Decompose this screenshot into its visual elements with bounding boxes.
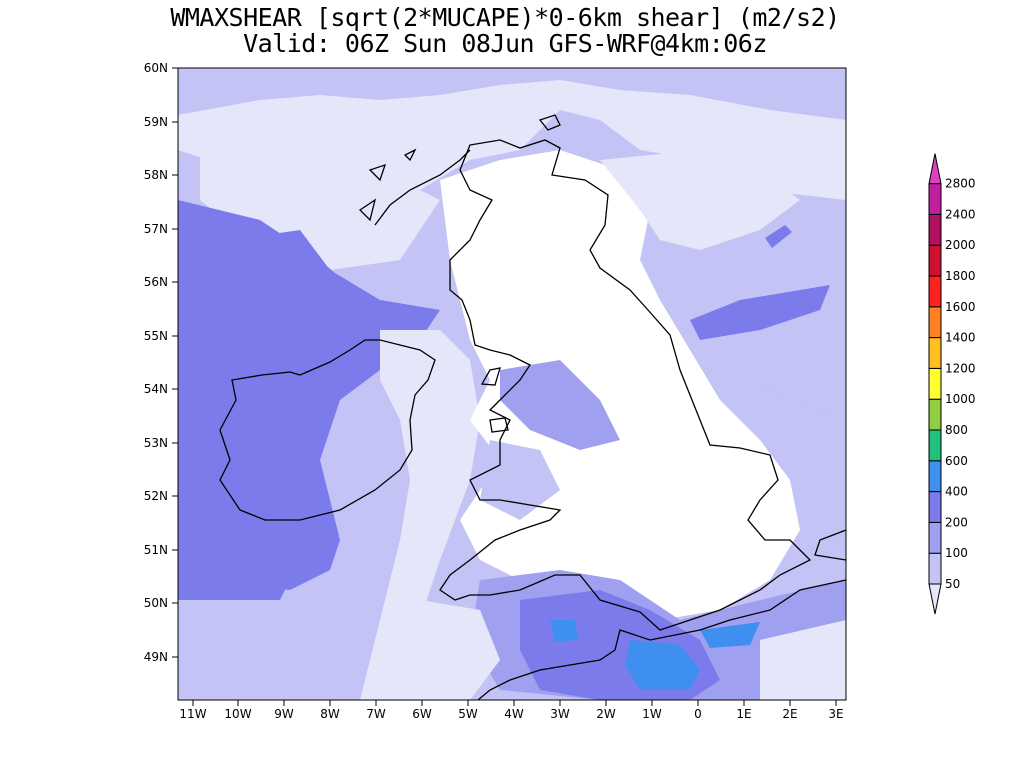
lat-label: 50N bbox=[144, 596, 168, 610]
scottish-islands bbox=[374, 149, 471, 226]
lon-label: 1E bbox=[736, 707, 751, 721]
colorbar-segment bbox=[928, 552, 942, 585]
colorbar-segment bbox=[928, 367, 942, 400]
shear-field bbox=[178, 68, 846, 700]
coastlines bbox=[219, 114, 846, 700]
field-irish-sea bbox=[360, 330, 480, 700]
lat-label: 59N bbox=[144, 115, 168, 129]
lon-label: 7W bbox=[366, 707, 386, 721]
colorbar-label: 1400 bbox=[945, 331, 976, 345]
lon-label: 3E bbox=[828, 707, 843, 721]
lat-label: 53N bbox=[144, 436, 168, 450]
lon-label: 8W bbox=[320, 707, 340, 721]
colorbar-label: 400 bbox=[945, 485, 968, 499]
colorbar-label: 2400 bbox=[945, 207, 976, 221]
field-southwest-light bbox=[400, 600, 500, 700]
colorbar-label: 1600 bbox=[945, 300, 976, 314]
ireland-coast bbox=[219, 339, 436, 521]
map-title: WMAXSHEAR [sqrt(2*MUCAPE)*0-6km shear] (… bbox=[170, 3, 840, 32]
britain-coast bbox=[439, 139, 812, 631]
field-northsea-light bbox=[600, 150, 800, 250]
field-southeast-light bbox=[760, 620, 846, 700]
lon-label: 6W bbox=[412, 707, 432, 721]
colorbar-label: 200 bbox=[945, 515, 968, 529]
lat-label: 57N bbox=[144, 222, 168, 236]
colorbar-label: 800 bbox=[945, 423, 968, 437]
lon-label: 0 bbox=[694, 707, 702, 721]
field-north-mid bbox=[178, 68, 846, 120]
latitude-axis: 60N 59N 58N 57N 56N 55N 54N 53N 52N 51N … bbox=[144, 61, 178, 664]
colorbar-label: 1800 bbox=[945, 269, 976, 283]
orkney bbox=[538, 114, 561, 131]
colorbar-label: 1200 bbox=[945, 361, 976, 375]
colorbar-segment bbox=[928, 275, 942, 308]
lat-label: 49N bbox=[144, 650, 168, 664]
colorbar-segment bbox=[928, 398, 942, 431]
lon-label: 2W bbox=[596, 707, 616, 721]
field-channel-max3 bbox=[550, 620, 578, 642]
colorbar-segment bbox=[928, 429, 942, 462]
lon-label: 11W bbox=[179, 707, 206, 721]
colorbar-segment bbox=[928, 460, 942, 493]
lat-label: 56N bbox=[144, 275, 168, 289]
lon-label: 4W bbox=[504, 707, 524, 721]
colorbar-label: 1000 bbox=[945, 392, 976, 406]
field-midlands bbox=[500, 360, 620, 450]
colorbar-label: 50 bbox=[945, 577, 960, 591]
lon-label: 5W bbox=[458, 707, 478, 721]
colorbar-segment bbox=[928, 491, 942, 523]
lon-label: 2E bbox=[782, 707, 797, 721]
lon-label: 3W bbox=[550, 707, 570, 721]
lat-label: 58N bbox=[144, 168, 168, 182]
lat-label: 51N bbox=[144, 543, 168, 557]
lat-label: 54N bbox=[144, 382, 168, 396]
lon-label: 10W bbox=[224, 707, 251, 721]
lat-label: 60N bbox=[144, 61, 168, 75]
colorbar-legend: 50 100 200 400 600 800 1000 1200 1400 1600 1800 200… bbox=[928, 153, 976, 615]
colorbar-min-triangle bbox=[928, 583, 942, 615]
colorbar-max-triangle bbox=[928, 153, 942, 185]
isle-of-man bbox=[480, 367, 501, 386]
field-northsea-deep bbox=[690, 285, 830, 340]
colorbar-segment bbox=[928, 337, 942, 369]
map-subtitle: Valid: 06Z Sun 08Jun GFS-WRF@4km:06z bbox=[243, 29, 767, 58]
france-coast bbox=[477, 579, 846, 700]
lon-label: 9W bbox=[274, 707, 294, 721]
lat-label: 52N bbox=[144, 489, 168, 503]
lon-label: 1W bbox=[642, 707, 662, 721]
colorbar-label: 2800 bbox=[945, 177, 976, 191]
lat-label: 55N bbox=[144, 329, 168, 343]
colorbar-segment bbox=[928, 306, 942, 339]
field-channel-max bbox=[625, 640, 700, 690]
colorbar-segment bbox=[928, 213, 942, 246]
longitude-axis: 11W 10W 9W 8W 7W 6W 5W 4W 3W 2W 1W 0 1E … bbox=[179, 700, 844, 721]
colorbar-label: 600 bbox=[945, 454, 968, 468]
map-frame bbox=[177, 67, 847, 701]
france-north-coast bbox=[814, 529, 846, 561]
field-northsea-patch bbox=[765, 225, 792, 248]
colorbar-label: 2000 bbox=[945, 238, 976, 252]
field-ireland-surround bbox=[178, 230, 440, 590]
anglesey bbox=[489, 417, 509, 433]
field-channel-max2 bbox=[700, 622, 760, 648]
hebrides bbox=[358, 148, 417, 222]
colorbar-label: 100 bbox=[945, 546, 968, 560]
colorbar-segment bbox=[928, 521, 942, 554]
colorbar-segment bbox=[928, 183, 942, 215]
colorbar-segment bbox=[928, 244, 942, 277]
